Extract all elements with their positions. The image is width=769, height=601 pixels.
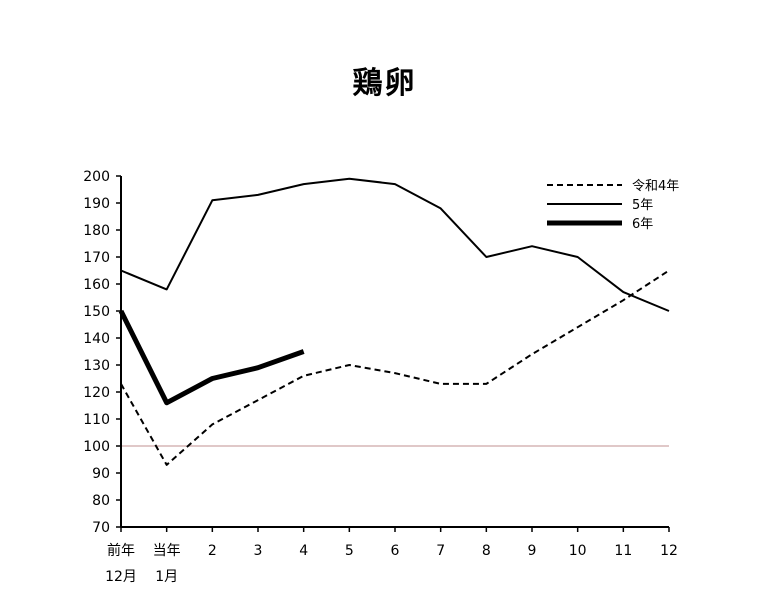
y-tick-label-100: 100 [83, 439, 110, 455]
y-tick-label-170: 170 [83, 250, 110, 266]
x-tick-label-6: 6 [391, 543, 400, 559]
x-tick-label-10: 10 [569, 543, 587, 559]
x-tick-label-12: 12 [660, 543, 678, 559]
y-tick-label-80: 80 [92, 493, 110, 509]
x-tick-label-0-line2: 12月 [105, 569, 137, 585]
x-tick-label-1-line1: 当年 [153, 543, 181, 559]
legend-label-2: 5年 [632, 198, 653, 213]
y-tick-label-120: 120 [83, 385, 110, 401]
x-tick-label-9: 9 [528, 543, 537, 559]
x-tick-label-4: 4 [299, 543, 308, 559]
chart-title: 鶏卵 [352, 66, 417, 101]
y-tick-label-70: 70 [92, 520, 110, 536]
y-tick-label-200: 200 [83, 169, 110, 185]
legend-label-1: 令和4年 [632, 179, 679, 194]
x-tick-label-0-line1: 前年 [107, 542, 135, 559]
y-tick-label-150: 150 [83, 304, 110, 320]
x-tick-label-8: 8 [482, 543, 491, 559]
series-line-2 [120, 177, 670, 312]
y-tick-label-110: 110 [83, 412, 110, 428]
y-tick-label-90: 90 [92, 466, 110, 482]
x-tick-label-7: 7 [436, 543, 445, 559]
y-tick-label-130: 130 [83, 358, 110, 374]
x-tick-label-3: 3 [254, 543, 263, 559]
y-tick-label-180: 180 [83, 223, 110, 239]
series-line-1 [120, 269, 670, 466]
x-tick-label-5: 5 [345, 543, 354, 559]
y-tick-label-190: 190 [83, 196, 110, 212]
x-tick-label-1-line2: 1月 [155, 569, 178, 585]
y-tick-label-140: 140 [83, 331, 110, 347]
legend-label-3: 6年 [632, 217, 653, 232]
y-tick-label-160: 160 [83, 277, 110, 293]
x-tick-label-11: 11 [614, 543, 632, 559]
series-line-3 [118, 309, 305, 406]
x-tick-label-2: 2 [208, 543, 217, 559]
